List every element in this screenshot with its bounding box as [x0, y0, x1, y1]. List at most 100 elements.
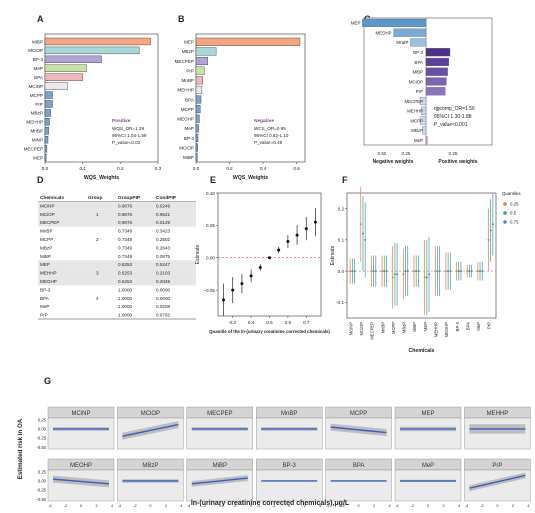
x-tick-label: 4 [527, 504, 529, 508]
bar [44, 100, 53, 108]
row-shade [38, 218, 196, 227]
legend-label: 0.75 [510, 220, 519, 225]
panel-label: G [44, 376, 51, 386]
y-axis-label: Estimate [195, 245, 201, 265]
panel-label: B [178, 14, 185, 24]
facet-title: MECPEP [207, 411, 232, 417]
table-cell: MBzP [40, 245, 52, 250]
y-tick-label: 0.25 [38, 469, 47, 474]
category-label: MBzP [402, 322, 407, 333]
bar [195, 124, 199, 133]
header-bg [38, 193, 196, 202]
x-tick-label: 0.1 [79, 166, 86, 171]
data-point [402, 273, 405, 276]
column-header: Group [88, 195, 102, 201]
x-tick-label: 2 [234, 504, 236, 508]
facet-title: MBzP [142, 463, 158, 469]
facet-title: BP-3 [283, 463, 297, 469]
category-label: MeP [34, 66, 43, 71]
annotation-line: 95%CI 1.30-1.88 [434, 114, 472, 120]
table-cell: 0.7349 [118, 245, 132, 250]
category-label: BP-3 [33, 57, 44, 62]
table-cell: 0.0000 [156, 296, 170, 301]
y-tick-label: 0.05 [206, 223, 215, 228]
data-point [286, 240, 290, 244]
fitted-line [191, 477, 248, 485]
table-cell: 0.0208 [156, 304, 170, 309]
data-point [313, 220, 317, 224]
category-label: MCiOP [359, 322, 364, 336]
x-tick-label: 0.0 [193, 166, 200, 171]
data-point [391, 276, 394, 279]
x-axis-label: Chemicals [409, 348, 435, 354]
annotation-line: qgcomp_OR=1.56 [434, 106, 475, 112]
table-cell: MEHHP [40, 271, 57, 276]
table-cell: 0.2103 [156, 271, 170, 276]
bar [44, 153, 47, 162]
bar [195, 66, 205, 75]
category-label: MEHHP [177, 88, 194, 93]
panel-e: E 0.3 0.4 0.5 0.6 0.7 0.10 0.05 0.00 -0.05 Quantil… [195, 175, 330, 334]
x-tick-label: 0.6 [285, 320, 292, 325]
category-label: MCPP [391, 322, 396, 334]
bar [44, 64, 87, 72]
table-cell: 0.9876 [118, 203, 132, 208]
data-point [436, 270, 439, 273]
data-point [487, 238, 490, 241]
category-label: MCiNP [28, 84, 43, 89]
facet-title: MeP [422, 463, 434, 469]
data-point [240, 282, 244, 286]
x-tick-label: 0.4 [260, 166, 267, 171]
bar [195, 143, 198, 152]
annotation-line: 95%CI 0.82-1.10 [254, 133, 289, 138]
category-label: MEOHP [444, 322, 449, 338]
x-axis-label-negative: Negative weights [373, 159, 414, 165]
y-axis-label: Estimate [330, 246, 336, 266]
category-label: MiBP [183, 155, 194, 160]
x-tick-label: 2 [512, 504, 514, 508]
data-point [476, 270, 479, 273]
y-tick-label: 0.00 [38, 479, 47, 484]
data-point [364, 238, 367, 241]
category-label: MCiOP [28, 48, 43, 53]
bar [195, 47, 217, 56]
data-point [349, 270, 352, 273]
category-label: MeP [476, 322, 481, 331]
bar [362, 18, 427, 27]
table-cell: MeP [40, 304, 49, 309]
category-label: BP-3 [455, 321, 460, 331]
bar [419, 116, 427, 125]
data-point [370, 270, 373, 273]
x-tick-label: -2 [480, 504, 483, 508]
category-label: BPA [185, 97, 195, 102]
table-cell: 0.2643 [156, 245, 170, 250]
x-tick-label: 0.7 [303, 320, 310, 325]
data-point [404, 270, 407, 273]
row-shade [38, 277, 196, 286]
data-point [491, 223, 494, 226]
x-tick-label: 0.25 [402, 151, 411, 156]
x-tick-label: 0 [496, 504, 498, 508]
data-point [231, 288, 235, 292]
fitted-line [122, 423, 179, 437]
x-tick-label: -4 [257, 504, 260, 508]
data-point [466, 270, 469, 273]
legend-marker [503, 202, 507, 206]
facet-title: MCPP [350, 411, 367, 417]
facet-title: MCiOP [141, 411, 160, 417]
panel-label: D [37, 175, 44, 185]
table-cell: 1.0000 [118, 296, 132, 301]
data-point [412, 270, 415, 273]
category-label: MEP [423, 322, 428, 331]
x-tick-label: -4 [118, 504, 121, 508]
x-tick-label: 2 [165, 504, 167, 508]
category-label: MEP [184, 40, 194, 45]
table-cell: 0.0129 [156, 220, 170, 225]
data-point [425, 276, 428, 279]
x-tick-label: 2 [442, 504, 444, 508]
x-tick-label: -4 [187, 504, 190, 508]
plot-frame [346, 192, 497, 319]
x-tick-label: -2 [411, 504, 414, 508]
panel-label: E [210, 175, 216, 185]
category-label: BP-3 [413, 50, 423, 55]
